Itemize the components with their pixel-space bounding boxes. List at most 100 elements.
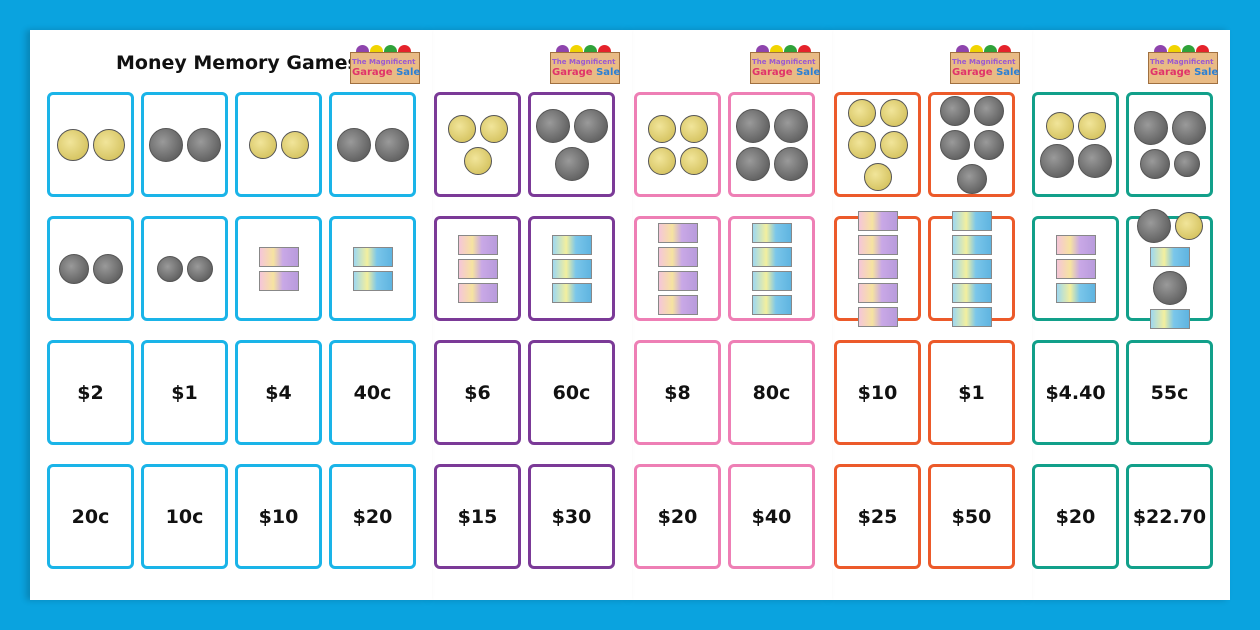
memory-card-value[interactable]: $22.70 [1126,464,1213,569]
memory-card-image[interactable] [434,216,521,321]
logo-sale: Sale [1194,67,1219,78]
memory-card-value[interactable]: $1 [928,340,1015,445]
money-group [1133,208,1207,329]
memory-card-value[interactable]: $1 [141,340,228,445]
memory-card-value[interactable]: 10c [141,464,228,569]
memory-card-image[interactable] [329,92,416,197]
memory-card-value[interactable]: 80c [728,340,815,445]
twenty-cent-coin-icon [1039,143,1074,178]
five-cent-coin-icon [186,255,213,282]
memory-card-image[interactable] [434,92,521,197]
logo-garage: Garage [552,67,593,78]
memory-card-image[interactable] [728,216,815,321]
card-value: $40 [751,505,792,528]
five-dollar-note-icon [457,258,498,279]
card-value: $15 [457,505,498,528]
money-group [441,234,515,303]
memory-card-image[interactable] [1126,208,1213,329]
memory-card-image[interactable] [528,92,615,197]
ten-dollar-note-icon [751,294,792,315]
money-group [148,127,222,162]
memory-card-image[interactable] [928,92,1015,197]
memory-card-image[interactable] [47,92,134,197]
memory-card-image[interactable] [928,210,1015,327]
five-dollar-note-icon [857,306,898,327]
twenty-cent-coin-icon [1152,270,1187,305]
memory-card-value[interactable]: $15 [434,464,521,569]
logo-garage: Garage [752,67,793,78]
money-group [735,222,809,315]
worksheet-page: The Magnificent Garage Sale $10 $1 $25 $50 [832,30,1032,600]
ten-dollar-note-icon [751,246,792,267]
memory-card-image[interactable] [634,216,721,321]
money-group [54,253,128,284]
money-group [841,210,915,327]
memory-card-value[interactable]: $8 [634,340,721,445]
five-dollar-note-icon [657,294,698,315]
page-title: Money Memory Games [116,52,359,74]
logo-box [550,52,620,84]
two-dollar-coin-icon [1045,111,1074,140]
twenty-cent-coin-icon [1077,143,1112,178]
memory-card-value[interactable]: 55c [1126,340,1213,445]
memory-card-value[interactable]: $30 [528,464,615,569]
ten-dollar-note-icon [352,246,393,267]
memory-card-value[interactable]: 40c [329,340,416,445]
card-value: $6 [464,381,491,404]
garage-sale-logo: The Magnificent Garage Sale [750,44,821,84]
memory-card-value[interactable]: $10 [834,340,921,445]
money-group [242,130,316,159]
five-cent-coin-icon [1173,150,1200,177]
memory-card-image[interactable] [1032,92,1119,197]
ten-dollar-note-icon [951,282,992,303]
logo-sale: Sale [396,67,421,78]
memory-card-value[interactable]: $20 [329,464,416,569]
ten-cent-coin-icon [973,129,1004,160]
logo-sale: Sale [796,67,821,78]
memory-card-image[interactable] [235,216,322,321]
memory-card-image[interactable] [141,92,228,197]
memory-card-image[interactable] [728,92,815,197]
memory-card-image[interactable] [634,92,721,197]
memory-card-value[interactable]: 60c [528,340,615,445]
memory-card-image[interactable] [1032,216,1119,321]
memory-card-image[interactable] [834,92,921,197]
ten-cent-coin-icon [939,95,970,126]
memory-card-value[interactable]: $25 [834,464,921,569]
ten-cent-coin-icon [1139,148,1170,179]
memory-card-value[interactable]: $6 [434,340,521,445]
memory-card-image[interactable] [528,216,615,321]
two-dollar-coin-icon [1077,111,1106,140]
money-group [441,114,515,175]
logo-box [750,52,820,84]
card-value: $1 [171,381,198,404]
garage-sale-logo: The Magnificent Garage Sale [350,44,421,84]
memory-card-value[interactable]: $10 [235,464,322,569]
memory-card-value[interactable]: $4.40 [1032,340,1119,445]
money-group [1133,110,1207,179]
memory-card-image[interactable] [329,216,416,321]
memory-card-value[interactable]: $50 [928,464,1015,569]
memory-card-value[interactable]: 20c [47,464,134,569]
memory-card-value[interactable]: $20 [1032,464,1119,569]
logo-box [350,52,420,84]
memory-card-value[interactable]: $40 [728,464,815,569]
card-value: $1 [958,381,985,404]
logo-line2: Garage Sale [1150,67,1218,78]
memory-card-value[interactable]: $2 [47,340,134,445]
card-value: 80c [752,381,791,404]
memory-card-value[interactable]: $20 [634,464,721,569]
memory-card-image[interactable] [235,92,322,197]
card-value: 55c [1150,381,1189,404]
two-dollar-coin-icon [248,130,277,159]
twenty-cent-coin-icon [735,108,770,143]
memory-card-image[interactable] [1126,92,1213,197]
card-value: $20 [657,505,698,528]
memory-card-image[interactable] [47,216,134,321]
two-dollar-coin-icon [647,114,676,143]
memory-card-image[interactable] [834,210,921,327]
memory-card-value[interactable]: $4 [235,340,322,445]
two-dollar-coin-icon [280,130,309,159]
logo-garage: Garage [952,67,993,78]
memory-card-image[interactable] [141,216,228,321]
